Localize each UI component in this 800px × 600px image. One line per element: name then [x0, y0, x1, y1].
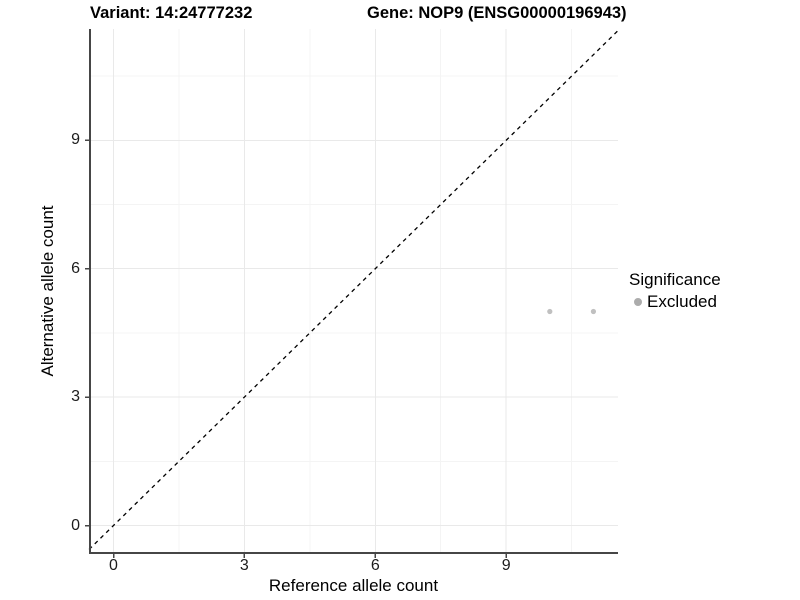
- x-tick-label: 0: [109, 557, 118, 574]
- variant-title: Variant: 14:24777232: [90, 4, 253, 22]
- y-tick-label: 6: [71, 259, 80, 277]
- x-tick-label: 3: [239, 557, 249, 574]
- x-axis-title: Reference allele count: [268, 576, 439, 595]
- x-tick-label: 6: [370, 557, 380, 574]
- y-tick-label: 3: [71, 388, 80, 406]
- legend-title: Significance: [629, 270, 721, 289]
- y-tick-label: 0: [71, 516, 80, 534]
- y-tick-label: 9: [71, 131, 80, 149]
- identity-dashed-line: [88, 30, 619, 550]
- data-point: [590, 308, 597, 315]
- data-point: [547, 308, 553, 315]
- legend-entry-excluded: Excluded: [629, 292, 721, 312]
- x-tick-label: 9: [501, 557, 511, 574]
- legend: Significance Excluded: [629, 270, 721, 312]
- legend-entry-label: Excluded: [647, 292, 717, 311]
- gene-title: Gene: NOP9 (ENSG00000196943): [367, 4, 627, 22]
- y-axis-title: Alternative allele count: [38, 205, 57, 377]
- plot-panel: [85, 29, 619, 558]
- excluded-point-icon: [634, 298, 642, 306]
